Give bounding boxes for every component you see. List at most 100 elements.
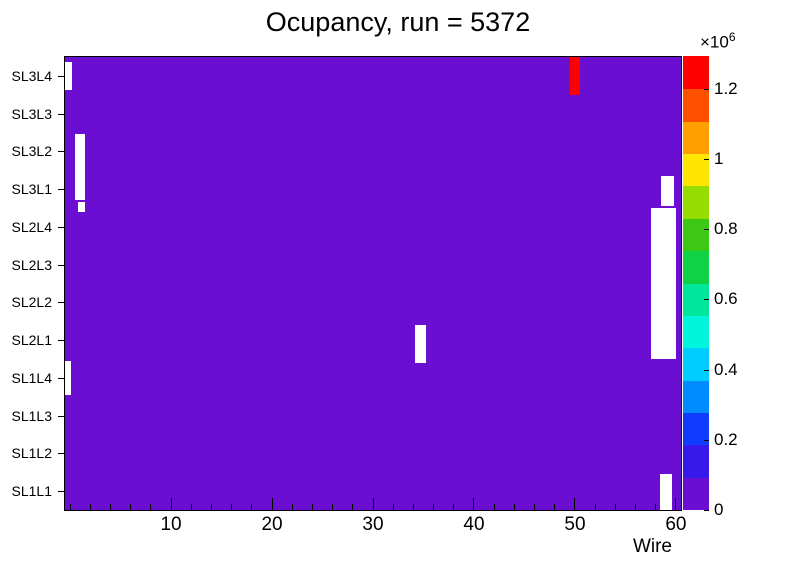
y-axis-tick: [58, 264, 64, 266]
colorbar-tick-label: 0: [714, 500, 724, 519]
colorbar-tick: [704, 369, 709, 371]
y-axis-label: SL3L2: [11, 143, 52, 160]
x-axis-tick-label: 50: [564, 514, 586, 535]
x-axis-tick-label: 60: [665, 514, 687, 535]
x-axis-major-tick: [271, 498, 273, 510]
colorbar-multiplier-exponent: 6: [728, 30, 736, 44]
x-axis-minor-tick: [231, 504, 233, 510]
x-axis-minor-tick: [594, 504, 596, 510]
colorbar-band: [683, 282, 709, 316]
empty-bin-region: [659, 474, 672, 510]
x-axis-major-tick: [372, 498, 374, 510]
colorbar-tick: [704, 510, 709, 511]
colorbar-exponent-label: ×106: [700, 30, 736, 53]
x-axis-minor-tick: [534, 504, 536, 510]
y-axis-label: SL2L2: [11, 294, 52, 311]
y-axis-label: SL3L4: [11, 67, 52, 84]
x-axis-major-tick: [675, 498, 677, 510]
hot-bin: [569, 57, 580, 95]
colorbar-band: [683, 185, 709, 219]
x-axis-minor-tick: [332, 504, 334, 510]
colorbar-tick: [704, 299, 709, 301]
y-axis: SL3L4 SL3L3 SL3L2 SL3L1 SL2L4 SL2L3 SL2L2 SL2L1…: [0, 57, 64, 510]
colorbar-tick: [704, 439, 709, 441]
x-axis-tick-label: 40: [463, 514, 485, 535]
colorbar-tick-label: 0.6: [714, 289, 738, 309]
colorbar-band: [683, 412, 709, 446]
colorbar-band: [683, 314, 709, 349]
x-axis-tick-labels: 10 20 30 40 50 60: [65, 514, 686, 536]
x-axis-minor-tick: [614, 504, 616, 510]
y-axis-tick: [58, 151, 64, 153]
y-axis-label: SL1L1: [11, 483, 52, 500]
x-axis-minor-tick: [89, 504, 91, 510]
x-axis-minor-tick: [453, 504, 455, 510]
y-axis-tick: [58, 226, 64, 228]
x-axis-minor-tick: [635, 504, 637, 510]
colorbar-band: [683, 153, 709, 187]
colorbar: [683, 56, 709, 511]
x-axis-minor-tick: [69, 504, 71, 510]
colorbar-band: [683, 250, 709, 284]
colorbar-tick-label: 0.4: [714, 359, 738, 379]
y-axis-tick: [58, 377, 64, 379]
x-axis-minor-tick: [433, 504, 435, 510]
x-axis-major-tick: [473, 498, 475, 510]
y-axis-label: SL2L4: [11, 218, 52, 235]
y-axis-tick: [58, 302, 64, 304]
x-axis-tick-label: 10: [160, 514, 182, 535]
empty-bin-region: [415, 325, 426, 363]
x-axis-minor-tick: [352, 504, 354, 510]
y-axis-label: SL2L1: [11, 332, 52, 349]
x-axis-tick-label: 30: [362, 514, 384, 535]
colorbar-band: [683, 88, 709, 122]
x-axis-minor-tick: [513, 504, 515, 510]
y-axis-label: SL1L4: [11, 369, 52, 386]
colorbar-tick-label: 1: [714, 148, 724, 168]
x-axis-minor-tick: [130, 504, 132, 510]
colorbar-band: [683, 56, 709, 90]
empty-bin-region: [650, 207, 676, 359]
y-axis-label: SL3L3: [11, 105, 52, 122]
empty-bin-region: [660, 175, 674, 207]
y-axis-tick: [58, 415, 64, 417]
empty-bin-region: [78, 202, 86, 212]
y-axis-label: SL1L2: [11, 445, 52, 462]
x-axis-minor-tick: [190, 504, 192, 510]
x-axis-minor-tick: [150, 504, 152, 510]
x-axis-minor-tick: [251, 504, 253, 510]
y-axis-tick: [58, 340, 64, 342]
colorbar-band: [683, 347, 709, 381]
x-axis-minor-tick: [109, 504, 111, 510]
x-axis-minor-tick: [412, 504, 414, 510]
colorbar-band: [683, 217, 709, 252]
colorbar-tick: [704, 88, 709, 90]
colorbar-band: [683, 120, 709, 155]
y-axis-label: SL3L1: [11, 181, 52, 198]
x-axis-minor-tick: [291, 504, 293, 510]
colorbar-tick: [704, 229, 709, 231]
colorbar-tick-label: 0.8: [714, 219, 738, 239]
y-axis-tick: [58, 113, 64, 115]
heatmap-plot-area: [64, 56, 682, 511]
y-axis-tick: [58, 189, 64, 191]
empty-bin-region: [75, 134, 86, 201]
y-axis-label: SL1L3: [11, 407, 52, 424]
empty-bin-region: [65, 61, 73, 90]
empty-bin-region: [65, 360, 72, 395]
colorbar-band: [683, 444, 709, 478]
x-axis-minor-tick: [655, 504, 657, 510]
colorbar-tick: [704, 158, 709, 160]
colorbar-tick-label: 0.2: [714, 429, 738, 449]
y-axis-tick: [58, 75, 64, 77]
x-axis-minor-tick: [392, 504, 394, 510]
colorbar-multiplier-base: ×10: [700, 32, 729, 52]
colorbar-band: [683, 476, 709, 510]
x-axis-minor-tick: [311, 504, 313, 510]
x-axis-title: Wire: [632, 536, 672, 557]
colorbar-tick-label: 1.2: [714, 78, 738, 98]
colorbar-tick-labels: 0 0.2 0.4 0.6 0.8 1 1.2: [714, 57, 784, 519]
colorbar-band: [683, 379, 709, 413]
y-axis-label: SL2L3: [11, 256, 52, 273]
